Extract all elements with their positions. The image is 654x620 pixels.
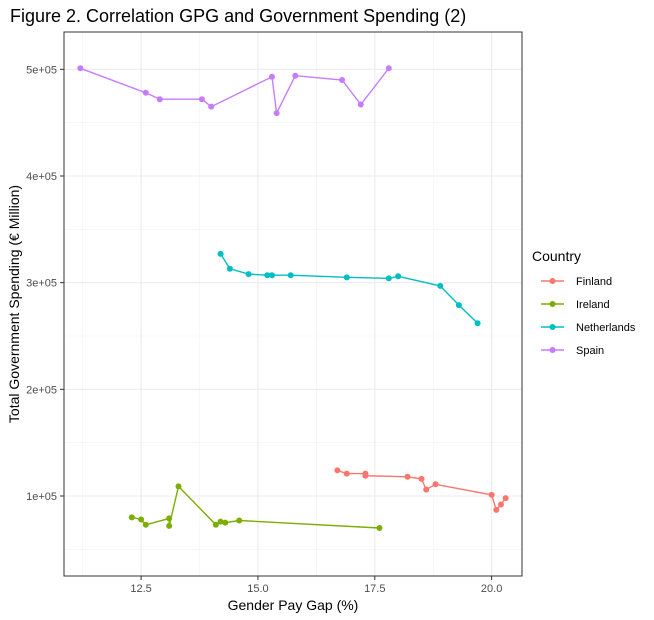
series-spain — [77, 65, 392, 117]
data-point — [166, 522, 173, 529]
legend-key-point — [549, 301, 556, 307]
series-netherlands — [217, 250, 481, 327]
series-ireland — [128, 483, 383, 531]
data-point — [343, 470, 350, 477]
data-point — [493, 506, 500, 513]
legend-title: Country — [532, 248, 581, 264]
y-tick-label: 4e+05 — [26, 171, 57, 183]
legend-item-ireland: Ireland — [541, 299, 610, 311]
data-point — [142, 521, 149, 528]
data-point — [142, 89, 149, 96]
legend-item-finland: Finland — [541, 276, 612, 288]
legend-label: Finland — [576, 276, 612, 288]
data-point — [156, 96, 163, 103]
y-tick-label: 2e+05 — [26, 384, 57, 396]
data-point — [287, 272, 294, 279]
data-point — [166, 515, 173, 522]
x-tick-label: 20.0 — [481, 583, 502, 595]
data-point — [175, 483, 182, 490]
data-point — [376, 525, 383, 531]
legend-item-spain: Spain — [541, 345, 604, 357]
legend-label: Ireland — [576, 299, 610, 311]
data-point — [292, 72, 299, 79]
series-line — [220, 253, 479, 324]
data-point — [264, 272, 271, 279]
x-axis-title: Gender Pay Gap (%) — [228, 597, 359, 613]
data-point — [208, 103, 215, 110]
data-point — [217, 250, 224, 257]
data-point — [418, 475, 425, 482]
data-point — [198, 96, 205, 103]
data-point — [432, 481, 439, 488]
data-point — [395, 273, 402, 280]
data-point — [273, 110, 280, 117]
data-point — [437, 282, 444, 289]
data-point — [245, 271, 252, 278]
legend: Country Finland Ireland Netherlands Spain — [532, 248, 636, 357]
plot-panel — [64, 32, 522, 576]
legend-label: Spain — [576, 345, 604, 357]
data-point — [339, 77, 346, 83]
y-tick-label: 3e+05 — [26, 278, 57, 290]
data-point — [474, 320, 481, 327]
data-point — [138, 516, 145, 523]
legend-key-point — [549, 278, 556, 284]
data-point — [217, 518, 224, 525]
data-point — [226, 265, 233, 272]
legend-key-point — [549, 324, 556, 330]
data-point — [502, 495, 509, 502]
y-tick-label: 1e+05 — [26, 491, 57, 503]
x-tick-label: 17.5 — [364, 583, 385, 595]
series-finland — [334, 467, 509, 513]
series-layer — [77, 65, 509, 531]
data-point — [212, 521, 219, 528]
data-point — [488, 491, 495, 498]
data-point — [497, 501, 504, 508]
data-point — [77, 65, 84, 72]
x-tick-label: 15.0 — [247, 583, 268, 595]
data-point — [268, 272, 275, 279]
data-point — [385, 275, 392, 282]
data-point — [128, 514, 135, 521]
legend-label: Netherlands — [576, 322, 636, 334]
legend-key-point — [549, 347, 556, 353]
data-point — [236, 517, 243, 524]
legend-item-netherlands: Netherlands — [541, 322, 636, 334]
data-point — [343, 274, 350, 281]
data-point — [404, 473, 411, 480]
data-point — [334, 467, 341, 474]
data-point — [222, 519, 229, 526]
data-point — [362, 472, 369, 479]
plot-border — [63, 31, 523, 577]
y-tick-label: 5e+05 — [26, 64, 57, 76]
y-axis-title: Total Government Spending (€ Million) — [6, 185, 22, 423]
data-point — [385, 65, 392, 72]
data-point — [455, 302, 462, 309]
axis-ticks: 12.5 15.0 17.5 20.0 1e+05 2e+05 3e+05 4e+05 5e+0… — [26, 64, 502, 595]
x-tick-label: 12.5 — [130, 583, 151, 595]
data-point — [268, 73, 275, 80]
gridlines — [64, 32, 522, 576]
data-point — [357, 101, 364, 108]
chart-title: Figure 2. Correlation GPG and Government… — [10, 6, 466, 26]
data-point — [423, 486, 430, 493]
